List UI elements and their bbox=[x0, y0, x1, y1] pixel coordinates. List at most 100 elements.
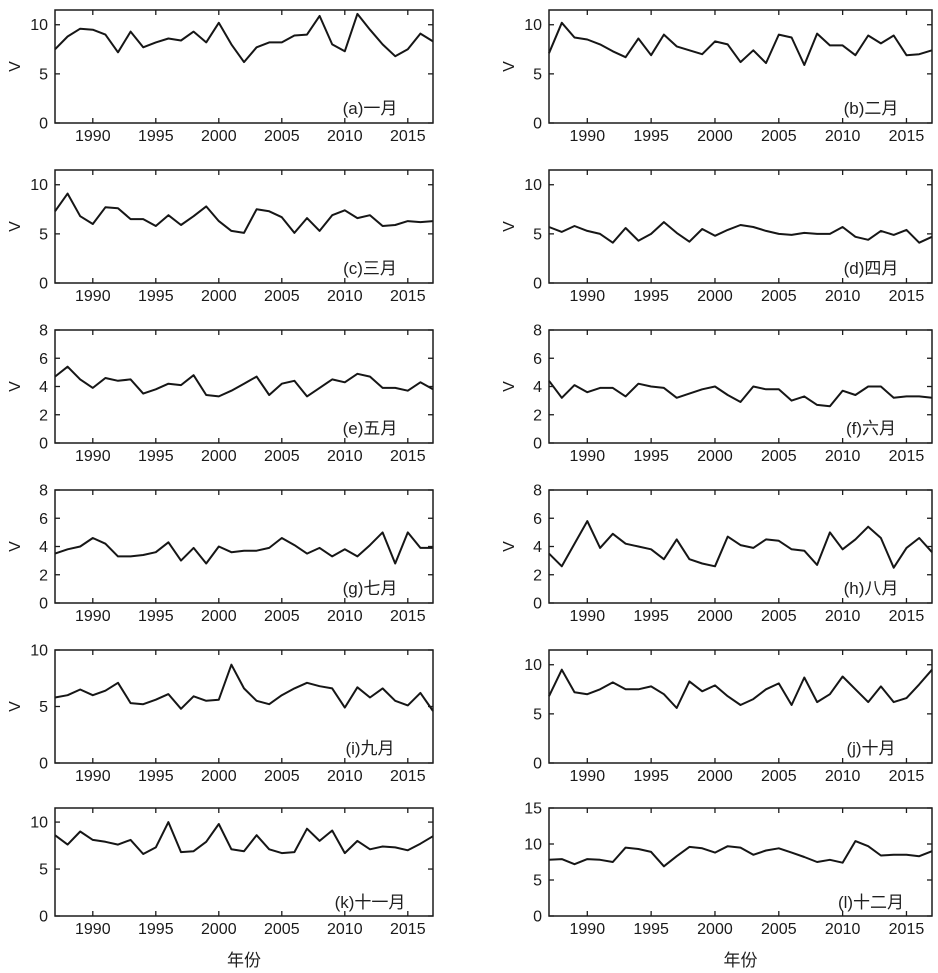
chart-row-6: 1990 1995 2000 2005 2010 2015 0 5 10 (k)十一月 年份 1… bbox=[0, 800, 938, 973]
svg-text:2005: 2005 bbox=[264, 921, 300, 938]
svg-text:1990: 1990 bbox=[570, 608, 606, 625]
svg-text:V: V bbox=[7, 701, 24, 712]
svg-text:1995: 1995 bbox=[633, 921, 669, 938]
chart-row-1: 1990 1995 2000 2005 2010 2015 0 5 10 V (a)一月 1990… bbox=[0, 0, 938, 160]
panel-label-september: (i)九月 bbox=[345, 739, 395, 758]
svg-text:2000: 2000 bbox=[697, 608, 733, 625]
svg-text:2000: 2000 bbox=[201, 128, 237, 145]
svg-text:5: 5 bbox=[39, 862, 48, 879]
svg-text:2000: 2000 bbox=[697, 288, 733, 305]
line-chart-april: 1990 1995 2000 2005 2010 2015 0 5 10 V bbox=[501, 169, 933, 305]
chart-panel-december: 1990 1995 2000 2005 2010 2015 0 5 10 15 (l)十二月 年份 bbox=[469, 800, 938, 973]
line-chart-august: 1990 1995 2000 2005 2010 2015 0 2 4 6 8 V bbox=[501, 483, 933, 625]
svg-text:6: 6 bbox=[533, 511, 542, 528]
svg-text:2015: 2015 bbox=[889, 128, 925, 145]
svg-text:10: 10 bbox=[524, 657, 542, 674]
svg-text:2005: 2005 bbox=[264, 768, 300, 785]
svg-text:2010: 2010 bbox=[327, 448, 363, 465]
svg-text:1990: 1990 bbox=[75, 608, 111, 625]
svg-text:10: 10 bbox=[524, 177, 542, 194]
svg-text:2000: 2000 bbox=[201, 768, 237, 785]
svg-text:1995: 1995 bbox=[138, 768, 174, 785]
line-chart-november: 1990 1995 2000 2005 2010 2015 0 5 10 bbox=[30, 807, 434, 938]
svg-text:6: 6 bbox=[39, 351, 48, 368]
svg-text:0: 0 bbox=[39, 909, 48, 926]
svg-text:2005: 2005 bbox=[264, 288, 300, 305]
line-chart-june: 1990 1995 2000 2005 2010 2015 0 2 4 6 8 V bbox=[501, 323, 933, 465]
svg-text:15: 15 bbox=[524, 801, 542, 818]
svg-text:2000: 2000 bbox=[201, 608, 237, 625]
svg-text:10: 10 bbox=[30, 17, 48, 34]
chart-panel-july: 1990 1995 2000 2005 2010 2015 0 2 4 6 8 V (g)七月 bbox=[0, 480, 469, 640]
line-chart-may: 1990 1995 2000 2005 2010 2015 0 2 4 6 8 V bbox=[7, 323, 434, 465]
svg-text:0: 0 bbox=[533, 756, 542, 773]
svg-text:1995: 1995 bbox=[633, 608, 669, 625]
svg-text:2015: 2015 bbox=[889, 921, 925, 938]
svg-text:1990: 1990 bbox=[570, 448, 606, 465]
svg-text:2000: 2000 bbox=[201, 448, 237, 465]
svg-text:2000: 2000 bbox=[697, 768, 733, 785]
svg-text:2010: 2010 bbox=[825, 128, 861, 145]
svg-text:5: 5 bbox=[533, 66, 542, 83]
svg-text:0: 0 bbox=[533, 436, 542, 453]
svg-text:V: V bbox=[501, 221, 518, 232]
svg-text:1995: 1995 bbox=[633, 768, 669, 785]
chart-panel-may: 1990 1995 2000 2005 2010 2015 0 2 4 6 8 V (e)五月 bbox=[0, 320, 469, 480]
svg-text:1990: 1990 bbox=[75, 921, 111, 938]
svg-text:4: 4 bbox=[533, 539, 542, 556]
chart-panel-february: 1990 1995 2000 2005 2010 2015 0 5 10 V (b)二月 bbox=[469, 0, 938, 160]
svg-text:0: 0 bbox=[39, 276, 48, 293]
svg-text:1990: 1990 bbox=[75, 288, 111, 305]
chart-panel-october: 1990 1995 2000 2005 2010 2015 0 5 10 (j)十月 bbox=[469, 640, 938, 800]
svg-text:0: 0 bbox=[39, 756, 48, 773]
svg-text:2010: 2010 bbox=[327, 288, 363, 305]
svg-text:2005: 2005 bbox=[761, 288, 797, 305]
panel-label-november: (k)十一月 bbox=[334, 893, 406, 912]
svg-text:4: 4 bbox=[39, 379, 48, 396]
svg-text:6: 6 bbox=[39, 511, 48, 528]
svg-text:V: V bbox=[7, 381, 24, 392]
svg-text:8: 8 bbox=[39, 323, 48, 340]
svg-text:5: 5 bbox=[39, 66, 48, 83]
svg-text:2015: 2015 bbox=[390, 448, 426, 465]
line-chart-march: 1990 1995 2000 2005 2010 2015 0 5 10 V bbox=[7, 169, 434, 305]
svg-text:8: 8 bbox=[533, 483, 542, 500]
svg-text:2000: 2000 bbox=[201, 921, 237, 938]
svg-text:V: V bbox=[501, 541, 518, 552]
chart-row-2: 1990 1995 2000 2005 2010 2015 0 5 10 V (c)三月 1990… bbox=[0, 160, 938, 320]
svg-text:2010: 2010 bbox=[327, 128, 363, 145]
svg-text:4: 4 bbox=[39, 539, 48, 556]
svg-text:2010: 2010 bbox=[825, 768, 861, 785]
svg-text:2005: 2005 bbox=[761, 448, 797, 465]
svg-text:2: 2 bbox=[39, 407, 48, 424]
panel-label-january: (a)一月 bbox=[342, 99, 398, 118]
svg-text:2005: 2005 bbox=[761, 768, 797, 785]
svg-text:2: 2 bbox=[39, 567, 48, 584]
svg-text:2005: 2005 bbox=[761, 128, 797, 145]
svg-text:5: 5 bbox=[39, 226, 48, 243]
svg-text:2015: 2015 bbox=[390, 608, 426, 625]
svg-text:1990: 1990 bbox=[570, 921, 606, 938]
svg-text:8: 8 bbox=[533, 323, 542, 340]
chart-panel-january: 1990 1995 2000 2005 2010 2015 0 5 10 V (a)一月 bbox=[0, 0, 469, 160]
svg-text:2005: 2005 bbox=[264, 448, 300, 465]
svg-text:5: 5 bbox=[533, 226, 542, 243]
svg-text:6: 6 bbox=[533, 351, 542, 368]
svg-text:5: 5 bbox=[39, 699, 48, 716]
panel-label-october: (j)十月 bbox=[846, 739, 896, 758]
svg-text:1990: 1990 bbox=[570, 128, 606, 145]
svg-text:2005: 2005 bbox=[264, 128, 300, 145]
svg-text:2000: 2000 bbox=[697, 448, 733, 465]
chart-panel-september: 1990 1995 2000 2005 2010 2015 0 5 10 V (i)九月 bbox=[0, 640, 469, 800]
chart-panel-april: 1990 1995 2000 2005 2010 2015 0 5 10 V (d)四月 bbox=[469, 160, 938, 320]
panel-label-august: (h)八月 bbox=[843, 579, 899, 598]
svg-text:1995: 1995 bbox=[138, 608, 174, 625]
svg-text:0: 0 bbox=[533, 276, 542, 293]
svg-text:2005: 2005 bbox=[264, 608, 300, 625]
svg-text:4: 4 bbox=[533, 379, 542, 396]
svg-text:10: 10 bbox=[30, 815, 48, 832]
svg-text:V: V bbox=[7, 61, 24, 72]
chart-row-4: 1990 1995 2000 2005 2010 2015 0 2 4 6 8 V (g)七月 199… bbox=[0, 480, 938, 640]
svg-text:2005: 2005 bbox=[761, 608, 797, 625]
svg-text:1995: 1995 bbox=[633, 288, 669, 305]
